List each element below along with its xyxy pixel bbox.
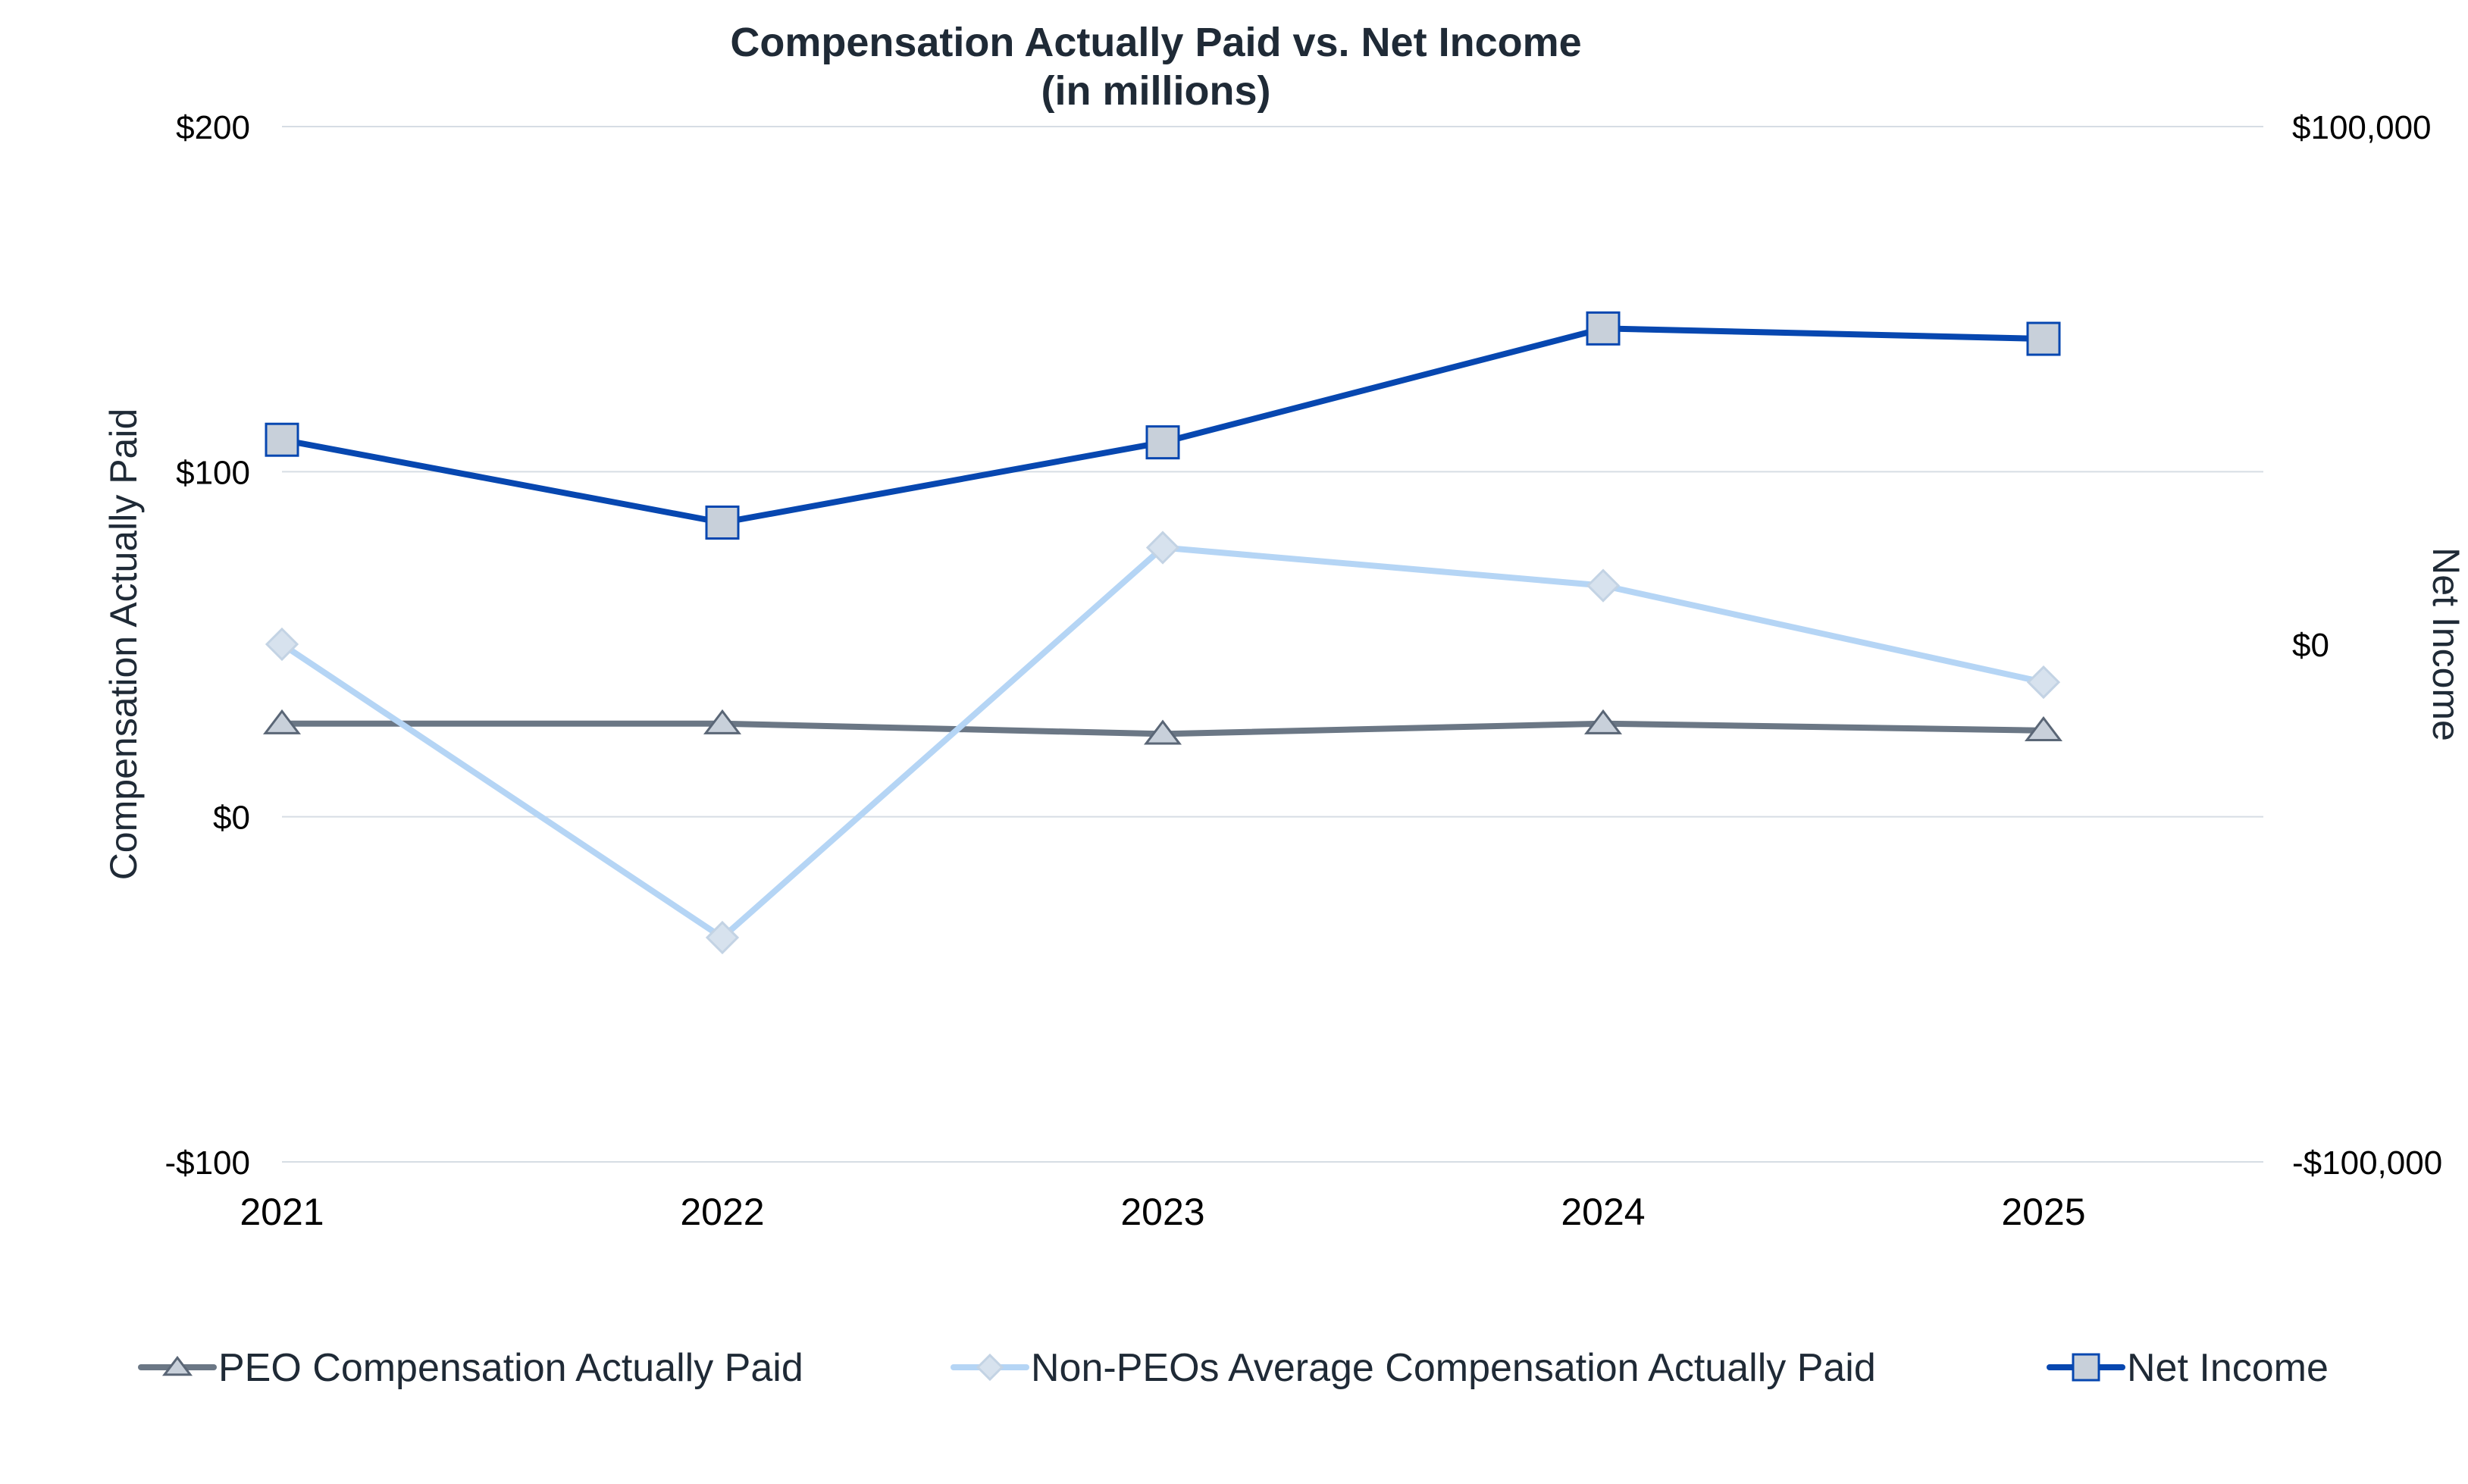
series-layer [262, 311, 2063, 955]
left-tick-label: $100 [176, 454, 250, 491]
data-point [705, 920, 740, 955]
legend-marker [976, 1353, 1004, 1382]
data-point [265, 422, 299, 457]
data-point [1583, 709, 1623, 734]
legend-item: Net Income [2047, 1346, 2329, 1390]
x-tick-label: 2023 [1120, 1191, 1204, 1233]
x-tick-label: 2022 [680, 1191, 764, 1233]
x-tick-label: 2024 [1561, 1191, 1645, 1233]
series-2 [265, 311, 2061, 540]
legend-item: PEO Compensation Actually Paid [138, 1346, 803, 1390]
x-tick-label: 2021 [240, 1191, 324, 1233]
right-axis-ticks: -$100,000 $0 $100,000 [2292, 109, 2442, 1182]
data-point [265, 627, 299, 662]
data-point [1586, 568, 1621, 603]
legend-label: Net Income [2127, 1346, 2329, 1390]
chart-title: Compensation Actually Paid vs. Net Incom… [730, 20, 1581, 65]
series-1 [265, 531, 2061, 955]
right-tick-label: $0 [2292, 627, 2329, 664]
data-point [2026, 665, 2061, 700]
legend-marker [2072, 1353, 2100, 1382]
x-axis-ticks: 2021 2022 2023 2024 2025 [240, 1191, 2085, 1233]
data-point [262, 709, 302, 734]
left-axis-ticks: -$100 $0 $100 $200 [164, 109, 250, 1182]
right-axis-label: Net Income [2425, 547, 2467, 741]
data-point [2024, 715, 2063, 742]
data-point [703, 709, 742, 734]
series-0 [262, 709, 2063, 745]
data-point [1143, 719, 1182, 745]
legend-item: Non-PEOs Average Compensation Actually P… [951, 1346, 1876, 1390]
data-point [2026, 321, 2061, 356]
left-tick-label: $200 [176, 109, 250, 146]
x-tick-label: 2025 [2001, 1191, 2085, 1233]
right-tick-label: $100,000 [2292, 109, 2432, 146]
gridlines [282, 126, 2263, 1163]
right-tick-label: -$100,000 [2292, 1144, 2442, 1182]
legend: PEO Compensation Actually Paid Non-PEOs A… [138, 1346, 2329, 1390]
data-point [1145, 425, 1180, 460]
legend-label: PEO Compensation Actually Paid [218, 1346, 803, 1390]
legend-marker [161, 1355, 193, 1376]
left-tick-label: $0 [213, 800, 250, 837]
data-point [1145, 531, 1180, 565]
left-tick-label: -$100 [164, 1144, 250, 1182]
data-point [705, 505, 740, 540]
left-axis-label: Compensation Actually Paid [102, 409, 145, 881]
data-point [1586, 311, 1621, 346]
chart-subtitle: (in millions) [1041, 68, 1271, 114]
legend-label: Non-PEOs Average Compensation Actually P… [1031, 1346, 1876, 1390]
